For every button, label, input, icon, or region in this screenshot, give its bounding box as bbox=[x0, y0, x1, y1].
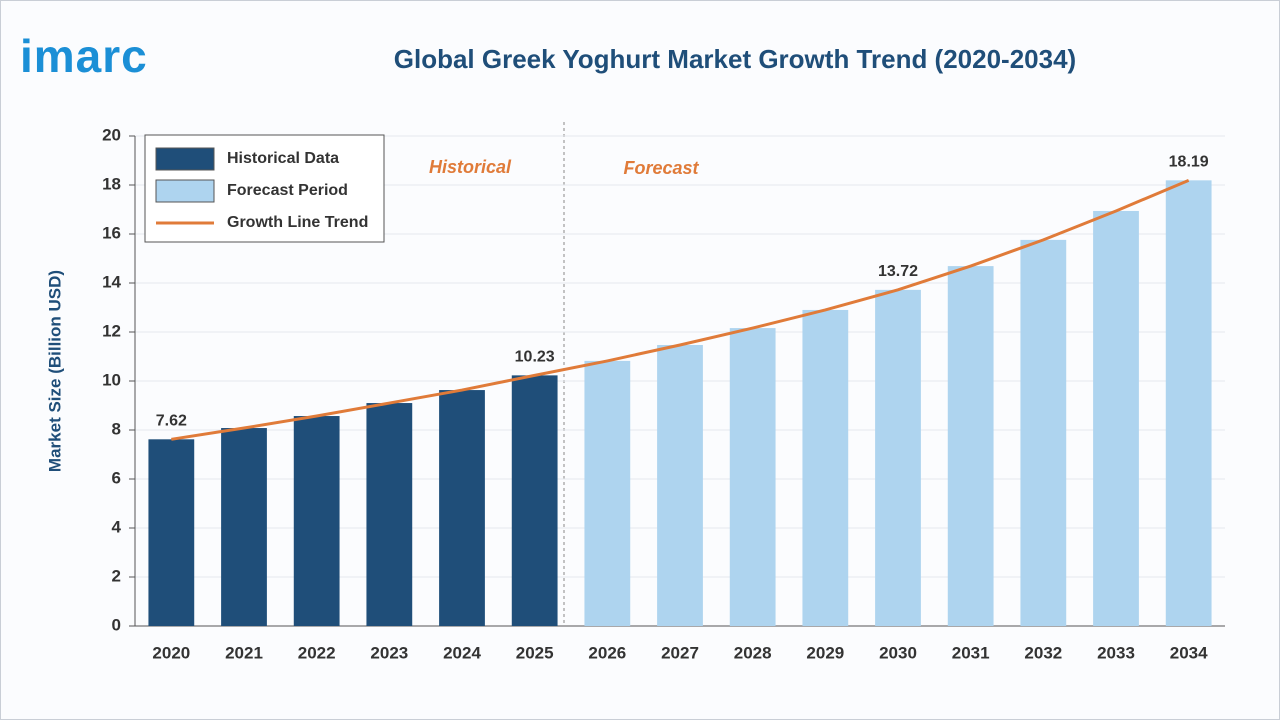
x-tick-label: 2032 bbox=[1024, 643, 1062, 662]
y-tick-label: 12 bbox=[102, 321, 121, 340]
legend-label: Forecast Period bbox=[227, 182, 348, 199]
y-tick-label: 2 bbox=[112, 566, 121, 585]
y-tick-label: 0 bbox=[112, 615, 121, 634]
x-tick-label: 2027 bbox=[661, 643, 699, 662]
x-tick-label: 2030 bbox=[879, 643, 917, 662]
bar bbox=[221, 428, 267, 626]
chart-title: Global Greek Yoghurt Market Growth Trend… bbox=[394, 44, 1076, 74]
x-tick-label: 2031 bbox=[952, 643, 990, 662]
legend-swatch bbox=[155, 147, 215, 171]
annotation: Historical bbox=[429, 157, 512, 177]
y-tick-label: 4 bbox=[112, 517, 122, 536]
value-label: 7.62 bbox=[156, 413, 187, 430]
y-tick-label: 6 bbox=[112, 468, 121, 487]
bar bbox=[584, 360, 631, 626]
x-tick-label: 2028 bbox=[734, 643, 772, 662]
x-tick-label: 2024 bbox=[443, 643, 481, 662]
y-tick-label: 14 bbox=[102, 272, 121, 291]
x-tick-label: 2022 bbox=[298, 643, 336, 662]
x-tick-label: 2025 bbox=[516, 643, 554, 662]
logo: imarc bbox=[20, 30, 148, 82]
legend-label: Historical Data bbox=[227, 150, 339, 167]
bar bbox=[148, 439, 195, 626]
y-tick-label: 18 bbox=[102, 174, 121, 193]
annotation: Forecast bbox=[623, 158, 699, 178]
bar bbox=[657, 344, 703, 626]
y-axis-title: Market Size (Billion USD) bbox=[45, 270, 64, 472]
bar bbox=[511, 375, 558, 626]
x-tick-label: 2020 bbox=[152, 643, 190, 662]
y-tick-label: 20 bbox=[102, 125, 121, 144]
bar bbox=[1093, 210, 1139, 626]
bar bbox=[293, 416, 340, 626]
bar bbox=[1165, 180, 1212, 626]
bar bbox=[802, 309, 849, 626]
growth-line bbox=[171, 178, 1190, 441]
bar bbox=[875, 289, 921, 626]
bar bbox=[439, 390, 485, 626]
value-label: 18.19 bbox=[1169, 154, 1209, 171]
x-tick-label: 2034 bbox=[1170, 643, 1208, 662]
x-tick-label: 2021 bbox=[225, 643, 263, 662]
y-tick-label: 10 bbox=[102, 370, 121, 389]
value-label: 13.72 bbox=[878, 263, 918, 280]
bar bbox=[1020, 239, 1067, 626]
legend-label: Growth Line Trend bbox=[227, 214, 368, 231]
bar bbox=[366, 403, 413, 626]
legend-swatch bbox=[155, 179, 215, 203]
bar bbox=[729, 328, 776, 626]
x-tick-label: 2029 bbox=[806, 643, 844, 662]
x-tick-label: 2033 bbox=[1097, 643, 1135, 662]
y-tick-label: 16 bbox=[102, 223, 121, 242]
x-tick-label: 2026 bbox=[588, 643, 626, 662]
bar bbox=[947, 266, 994, 626]
x-tick-label: 2023 bbox=[370, 643, 408, 662]
y-tick-label: 8 bbox=[112, 419, 121, 438]
value-label: 10.23 bbox=[515, 349, 555, 366]
